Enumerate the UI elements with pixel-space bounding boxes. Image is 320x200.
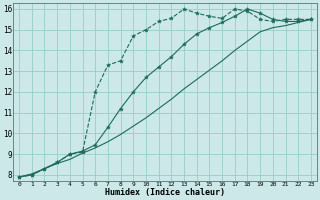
- X-axis label: Humidex (Indice chaleur): Humidex (Indice chaleur): [105, 188, 225, 197]
